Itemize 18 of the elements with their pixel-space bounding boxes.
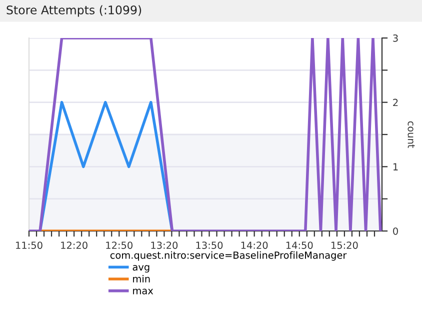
chart-title: Store Attempts (:1099)	[6, 5, 142, 17]
x-tick-label: 12:20	[61, 242, 88, 249]
x-tick-label: 11:50	[16, 242, 42, 249]
x-tick-label: 15:20	[332, 242, 358, 249]
x-tick-label: 14:20	[241, 242, 268, 249]
y-tick-label: 2	[393, 98, 398, 106]
x-tick-label: 13:20	[151, 242, 178, 249]
legend-title: com.quest.nitro:service=BaselineProfileManager	[110, 251, 347, 261]
x-tick-label: 12:50	[106, 242, 132, 249]
legend-label: min	[133, 274, 150, 282]
y-tick-label: 1	[393, 163, 398, 170]
x-tick-label: 13:50	[196, 242, 223, 249]
y-tick-label: 0	[393, 227, 398, 235]
legend-label: avg	[132, 265, 150, 273]
x-tick-label: 14:50	[286, 242, 313, 249]
y-tick-label: 3	[393, 34, 398, 42]
legend-label: max	[133, 288, 154, 294]
y-axis-title: count	[408, 121, 415, 148]
